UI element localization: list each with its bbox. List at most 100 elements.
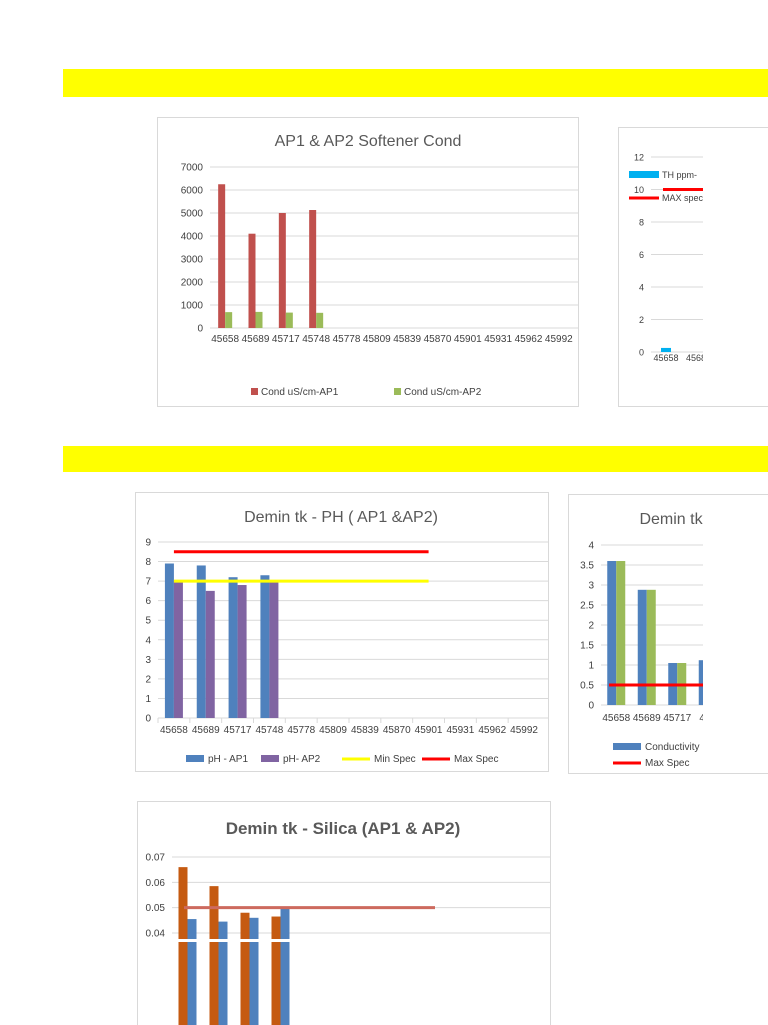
bar — [637, 589, 647, 705]
y-tick-label: 3 — [588, 581, 594, 592]
x-tick-label: 45839 — [351, 725, 379, 736]
y-tick-label: 1 — [588, 661, 594, 672]
y-tick-label: 0.06 — [146, 878, 166, 889]
bar — [248, 233, 256, 328]
chart-demin-silica-svg: Demin tk - Silica (AP1 & AP2) 0.04 0.05 0.0… — [138, 819, 550, 1025]
y-tick-label: 0.05 — [146, 903, 166, 914]
x-tick-label: 45962 — [478, 725, 506, 736]
x-tick-label: 45658 — [160, 725, 188, 736]
y-tick-label: 4000 — [181, 232, 204, 243]
bar — [260, 575, 270, 718]
x-tick-label: 45931 — [484, 334, 512, 345]
y-tick-label: 0 — [639, 348, 644, 358]
bar — [271, 916, 281, 1025]
bar — [225, 312, 233, 328]
y-tick-label: 10 — [634, 185, 644, 195]
legend-label: TH ppm- — [662, 170, 697, 180]
bar — [178, 867, 188, 1025]
section-band-top — [63, 69, 768, 97]
y-tick-label: 2 — [588, 621, 594, 632]
legend-label: Max Spec — [454, 754, 498, 765]
x-tick-label: 45778 — [333, 334, 361, 345]
bar — [698, 660, 708, 705]
x-tick-label: 45689 — [192, 725, 220, 736]
y-tick-label: 2000 — [181, 278, 204, 289]
y-tick-label: 2 — [145, 674, 151, 685]
y-tick-label: 8 — [639, 218, 644, 228]
x-tick-label: 45870 — [424, 334, 452, 345]
x-tick-label: 45658 — [602, 713, 630, 724]
x-tick-label: 45717 — [224, 725, 252, 736]
chart-th-ppm: 0 2 4 6 8 10 12 45658 4568 TH ppm- MAX spec — [618, 127, 768, 407]
y-tick-label: 12 — [634, 153, 644, 163]
y-tick-label: 6 — [145, 596, 151, 607]
panel-break — [138, 939, 550, 942]
chart-title: Demin tk - PH ( AP1 &AP2) — [244, 509, 438, 526]
x-tick-label: 45839 — [393, 334, 421, 345]
bar — [218, 921, 228, 1025]
x-tick-label: 45689 — [242, 334, 270, 345]
y-tick-label: 2 — [639, 315, 644, 325]
x-tick-label: 45962 — [515, 334, 543, 345]
x-tick-label: 45748 — [256, 725, 284, 736]
x-tick-label: 45992 — [545, 334, 573, 345]
bar — [209, 886, 219, 1025]
legend-label: Min Spec — [374, 754, 416, 765]
y-tick-label: 8 — [145, 557, 151, 568]
x-tick-label: 45992 — [510, 725, 538, 736]
x-tick-label: 4568 — [686, 353, 703, 363]
x-tick-label: 45658 — [653, 353, 678, 363]
bar — [285, 312, 293, 328]
legend-swatch — [629, 171, 659, 178]
bar — [269, 581, 279, 718]
y-tick-label: 7 — [145, 577, 151, 588]
x-tick-label: 45901 — [454, 334, 482, 345]
y-tick-label: 5000 — [181, 209, 204, 220]
y-tick-label: 1.5 — [580, 641, 594, 652]
bar — [237, 585, 247, 718]
legend-swatch — [251, 388, 258, 395]
y-tick-label: 6 — [639, 250, 644, 260]
y-tick-label: 0.5 — [580, 681, 594, 692]
chart-demin-conductivity: Demin tk 0 0.5 1 1.5 2 2.5 3 3.5 4 45658 45689 45717… — [568, 494, 768, 774]
chart-title: Demin tk — [639, 511, 703, 528]
x-tick-label: 45870 — [383, 725, 411, 736]
x-tick-label: 45931 — [447, 725, 475, 736]
bar — [187, 919, 197, 1025]
y-tick-label: 4 — [588, 541, 594, 552]
bar — [205, 590, 215, 718]
y-tick-label: 5 — [145, 616, 151, 627]
y-tick-label: 3.5 — [580, 561, 594, 572]
y-tick-label: 9 — [145, 538, 151, 549]
y-tick-label: 0 — [588, 701, 594, 712]
y-tick-label: 4 — [639, 283, 644, 293]
y-tick-label: 3 — [145, 655, 151, 666]
bar — [280, 908, 290, 1025]
bar — [316, 312, 324, 328]
y-tick-label: 2.5 — [580, 601, 594, 612]
x-tick-label: 45809 — [319, 725, 347, 736]
bar — [173, 581, 183, 718]
bar — [249, 917, 259, 1025]
x-tick-label: 45717 — [272, 334, 300, 345]
y-tick-label: 0 — [197, 324, 203, 335]
bar — [646, 589, 656, 705]
x-tick-label: 45717 — [663, 713, 691, 724]
x-tick-label: 45901 — [415, 725, 443, 736]
x-tick-label: 45809 — [363, 334, 391, 345]
x-tick-label: 45778 — [287, 725, 315, 736]
bar — [196, 565, 206, 718]
chart-softener-cond-svg: AP1 & AP2 Softener Cond 0 1000 2000 3000 4000… — [181, 133, 578, 398]
legend-label: Max Spec — [645, 758, 689, 769]
bar — [218, 184, 226, 328]
chart-softener-cond: AP1 & AP2 Softener Cond 0 1000 2000 3000 4000… — [157, 117, 579, 407]
bar — [309, 210, 317, 328]
chart-demin-ph: Demin tk - PH ( AP1 &AP2) 0 1 2 3 4 5 6 7 8 9 45658… — [135, 492, 549, 772]
legend-swatch — [394, 388, 401, 395]
bar — [607, 561, 617, 705]
y-tick-label: 0.04 — [146, 929, 166, 940]
legend-swatch — [613, 743, 641, 750]
bar — [228, 577, 238, 718]
y-tick-label: 3000 — [181, 255, 204, 266]
legend-label: pH- AP2 — [283, 754, 321, 765]
